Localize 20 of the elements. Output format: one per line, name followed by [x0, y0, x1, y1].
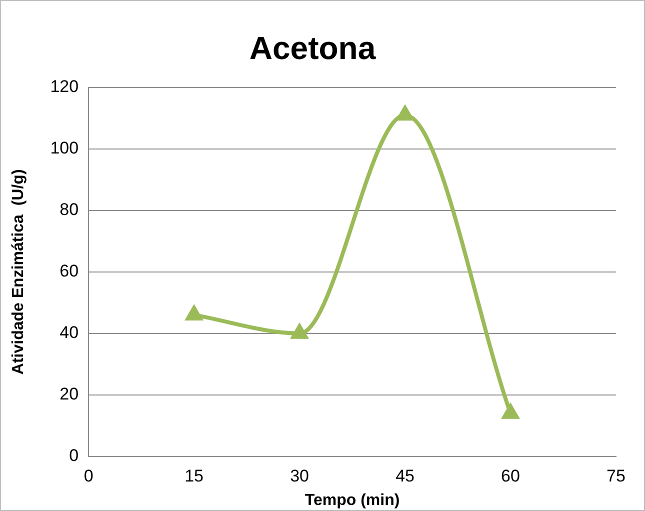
point — [186, 306, 202, 320]
x-tick-label: 30 — [290, 466, 309, 486]
point — [502, 404, 519, 419]
x-tick-label: 0 — [84, 466, 94, 486]
y-tick-label: 80 — [60, 200, 79, 220]
chart-title: Acetona — [249, 30, 376, 66]
y-axis-title: Atividade Enzimática (U/g) — [10, 169, 28, 375]
y-tick-label: 0 — [69, 446, 79, 466]
x-tick-label: 60 — [501, 466, 520, 486]
point — [291, 324, 308, 339]
y-tick-label: 20 — [60, 384, 79, 404]
x-tick-label: 15 — [184, 466, 204, 486]
x-tick-label: 75 — [606, 466, 626, 486]
x-axis-title: Tempo (min) — [304, 492, 400, 509]
y-tick-label: 100 — [50, 138, 79, 158]
point — [396, 106, 414, 121]
y-tick-label: 120 — [50, 77, 79, 96]
y-tick-label: 60 — [60, 262, 79, 281]
x-tick-label: 45 — [396, 466, 414, 486]
y-tick-label: 40 — [60, 323, 79, 342]
